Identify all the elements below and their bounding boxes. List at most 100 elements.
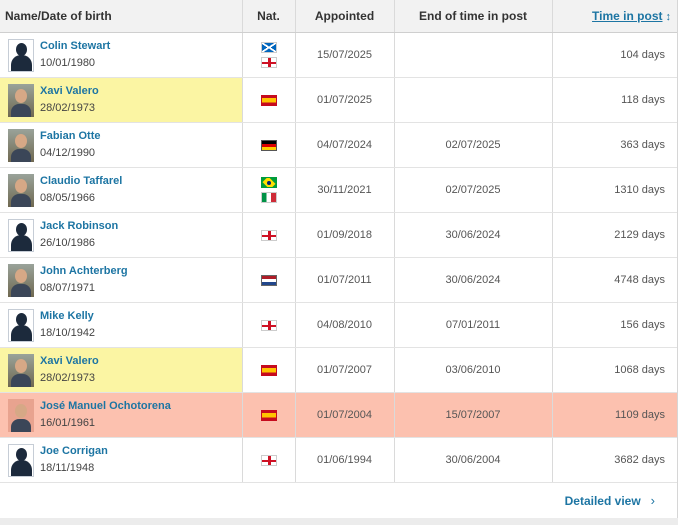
nationality-cell xyxy=(242,437,296,483)
nationality-cell xyxy=(242,212,296,258)
date-of-birth: 16/01/1961 xyxy=(40,417,96,429)
england-flag-icon xyxy=(260,57,277,68)
time-in-post-cell: 118 days xyxy=(552,77,677,123)
sort-arrows-icon[interactable]: ↕ xyxy=(665,11,672,23)
appointed-cell: 01/07/2011 xyxy=(295,257,395,303)
staff-history-table: Name/Date of birth Nat. Appointed End of… xyxy=(0,0,677,483)
nationality-cell xyxy=(242,77,296,123)
name-cell: Colin Stewart 10/01/1980 xyxy=(0,32,243,78)
player-photo[interactable] xyxy=(8,398,34,432)
table-row: Mike Kelly 18/10/1942 04/08/2010 07/01/2… xyxy=(0,302,677,348)
staff-name-link[interactable]: Fabian Otte xyxy=(40,130,101,142)
nationality-cell xyxy=(242,167,296,213)
column-header-end-of-time: End of time in post xyxy=(394,0,553,33)
netherlands-flag-icon xyxy=(260,274,277,286)
appointed-cell: 01/09/2018 xyxy=(295,212,395,258)
end-of-time-cell: 02/07/2025 xyxy=(394,122,553,168)
end-of-time-cell: 07/01/2011 xyxy=(394,302,553,348)
nationality-cell xyxy=(242,32,296,78)
staff-name-link[interactable]: Colin Stewart xyxy=(40,40,111,52)
scotland-flag-icon xyxy=(260,42,277,53)
end-of-time-cell xyxy=(394,77,553,123)
italy-flag-icon xyxy=(260,192,277,203)
brazil-flag-icon xyxy=(260,177,277,188)
name-cell: Fabian Otte 04/12/1990 xyxy=(0,122,243,168)
end-of-time-cell: 30/06/2024 xyxy=(394,257,553,303)
spain-flag-icon xyxy=(260,364,277,376)
england-flag-icon xyxy=(260,229,277,241)
date-of-birth: 08/07/1971 xyxy=(40,282,96,294)
player-photo[interactable] xyxy=(8,308,34,342)
england-flag-icon xyxy=(260,319,277,331)
table-row: Joe Corrigan 18/11/1948 01/06/1994 30/06… xyxy=(0,437,677,483)
table-row: John Achterberg 08/07/1971 01/07/2011 30… xyxy=(0,257,677,303)
player-photo[interactable] xyxy=(8,353,34,387)
name-cell: Jack Robinson 26/10/1986 xyxy=(0,212,243,258)
sort-link-time-in-post[interactable]: Time in post xyxy=(592,9,663,23)
table-row: Jack Robinson 26/10/1986 01/09/2018 30/0… xyxy=(0,212,677,258)
table-row: Claudio Taffarel 08/05/1966 30/11/2021 0… xyxy=(0,167,677,213)
staff-name-link[interactable]: Jack Robinson xyxy=(40,220,119,232)
nationality-cell xyxy=(242,122,296,168)
appointed-cell: 04/08/2010 xyxy=(295,302,395,348)
end-of-time-cell: 30/06/2024 xyxy=(394,212,553,258)
player-photo[interactable] xyxy=(8,173,34,207)
table-row: Xavi Valero 28/02/1973 01/07/2007 03/06/… xyxy=(0,347,677,393)
player-photo[interactable] xyxy=(8,128,34,162)
appointed-cell: 30/11/2021 xyxy=(295,167,395,213)
staff-name-link[interactable]: John Achterberg xyxy=(40,265,128,277)
time-in-post-cell: 1310 days xyxy=(552,167,677,213)
appointed-cell: 01/06/1994 xyxy=(295,437,395,483)
column-header-appointed: Appointed xyxy=(295,0,395,33)
end-of-time-cell: 15/07/2007 xyxy=(394,392,553,438)
end-of-time-cell xyxy=(394,32,553,78)
name-cell: Claudio Taffarel 08/05/1966 xyxy=(0,167,243,213)
staff-name-link[interactable]: Mike Kelly xyxy=(40,310,94,322)
nationality-cell xyxy=(242,392,296,438)
staff-name-link[interactable]: José Manuel Ochotorena xyxy=(40,400,171,412)
date-of-birth: 10/01/1980 xyxy=(40,57,96,69)
player-photo[interactable] xyxy=(8,38,34,72)
date-of-birth: 04/12/1990 xyxy=(40,147,96,159)
table-row: Fabian Otte 04/12/1990 04/07/2024 02/07/… xyxy=(0,122,677,168)
appointed-cell: 04/07/2024 xyxy=(295,122,395,168)
column-header-name-dob: Name/Date of birth xyxy=(0,0,243,33)
spain-flag-icon xyxy=(260,94,277,106)
detailed-view-label[interactable]: Detailed view xyxy=(564,494,641,508)
staff-name-link[interactable]: Xavi Valero xyxy=(40,85,99,97)
date-of-birth: 18/11/1948 xyxy=(40,462,95,474)
time-in-post-cell: 104 days xyxy=(552,32,677,78)
time-in-post-cell: 1068 days xyxy=(552,347,677,393)
spain-flag-icon xyxy=(260,409,277,421)
name-cell: John Achterberg 08/07/1971 xyxy=(0,257,243,303)
name-cell: Xavi Valero 28/02/1973 xyxy=(0,77,243,123)
staff-name-link[interactable]: Xavi Valero xyxy=(40,355,99,367)
table-row: Colin Stewart 10/01/1980 15/07/2025 104 … xyxy=(0,32,677,78)
germany-flag-icon xyxy=(260,139,277,151)
end-of-time-cell: 03/06/2010 xyxy=(394,347,553,393)
player-photo[interactable] xyxy=(8,218,34,252)
date-of-birth: 28/02/1973 xyxy=(40,372,96,384)
time-in-post-cell: 1109 days xyxy=(552,392,677,438)
detailed-view-link[interactable]: Detailed view › xyxy=(565,493,655,508)
england-flag-icon xyxy=(260,454,277,466)
staff-name-link[interactable]: Joe Corrigan xyxy=(40,445,108,457)
date-of-birth: 08/05/1966 xyxy=(40,192,96,204)
name-cell: Joe Corrigan 18/11/1948 xyxy=(0,437,243,483)
name-cell: José Manuel Ochotorena 16/01/1961 xyxy=(0,392,243,438)
appointed-cell: 01/07/2025 xyxy=(295,77,395,123)
column-header-nationality: Nat. xyxy=(242,0,296,33)
appointed-cell: 01/07/2007 xyxy=(295,347,395,393)
player-photo[interactable] xyxy=(8,263,34,297)
chevron-right-icon[interactable]: › xyxy=(650,493,655,508)
table-row: Xavi Valero 28/02/1973 01/07/2025 118 da… xyxy=(0,77,677,123)
table-row: José Manuel Ochotorena 16/01/1961 01/07/… xyxy=(0,392,677,438)
time-in-post-cell: 363 days xyxy=(552,122,677,168)
player-photo[interactable] xyxy=(8,83,34,117)
staff-name-link[interactable]: Claudio Taffarel xyxy=(40,175,123,187)
player-photo[interactable] xyxy=(8,443,34,477)
time-in-post-cell: 2129 days xyxy=(552,212,677,258)
column-header-time-in-post[interactable]: Time in post ↕ xyxy=(552,0,677,33)
date-of-birth: 28/02/1973 xyxy=(40,102,96,114)
